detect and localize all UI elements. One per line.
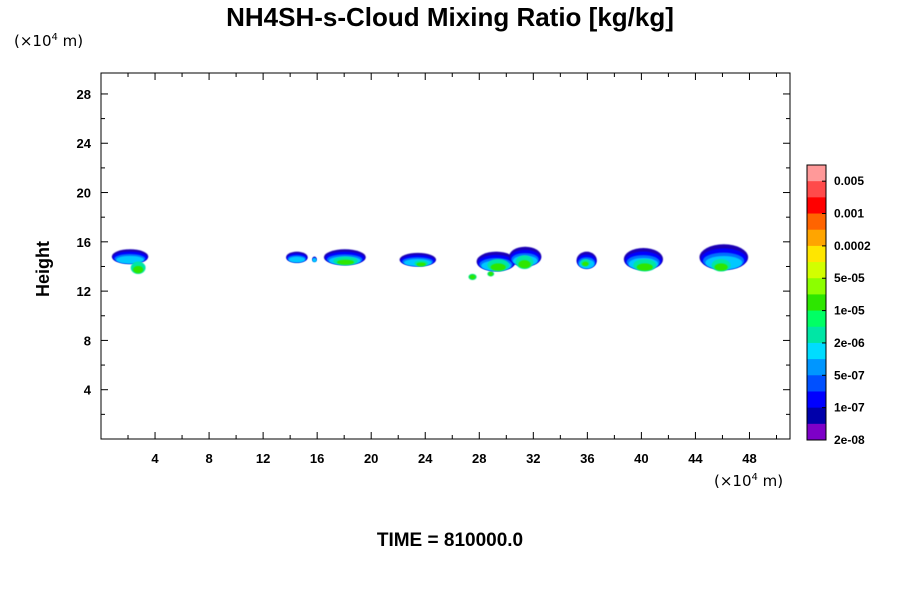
y-tick-label: 12 — [77, 284, 91, 299]
cloud-core-inner — [490, 263, 506, 271]
x-tick-label: 4 — [151, 451, 159, 466]
colorbar-swatch — [807, 359, 826, 376]
colorbar-swatch — [807, 197, 826, 214]
cloud-core-inner — [337, 259, 355, 265]
colorbar-label: 5e-05 — [834, 271, 865, 285]
time-label: TIME = 810000.0 — [376, 530, 524, 551]
x-tick-label: 12 — [256, 451, 270, 466]
colorbar-label: 5e-07 — [834, 368, 865, 382]
colorbar-swatch — [807, 375, 826, 392]
colorbar-label: 0.0002 — [834, 239, 871, 253]
colorbar-swatch — [807, 342, 826, 360]
colorbar-swatch — [807, 165, 826, 182]
colorbar-label: 1e-07 — [834, 401, 865, 415]
cloud-core-inner — [518, 260, 531, 269]
cloud-field — [111, 244, 749, 281]
x-tick-label: 20 — [364, 451, 378, 466]
colorbar-swatch — [807, 391, 826, 409]
colorbar: 0.005 0.001 0.0002 5e-05 1e-05 2e-06 5e-07 1e-0… — [806, 164, 871, 447]
y-tick-label: 8 — [84, 333, 91, 348]
x-tick-label: 44 — [688, 451, 703, 466]
colorbar-swatch — [807, 423, 826, 441]
y-tick-label: 4 — [84, 383, 92, 398]
x-tick-label: 24 — [418, 451, 433, 466]
colorbar-label: 2e-06 — [834, 336, 865, 350]
colorbar-swatch — [807, 407, 826, 425]
colorbar-swatch — [807, 245, 826, 263]
x-tick-label: 36 — [580, 451, 594, 466]
colorbar-frame — [806, 164, 827, 441]
x-tick-label: 48 — [742, 451, 756, 466]
colorbar-label: 1e-05 — [834, 304, 865, 318]
x-tick-label: 28 — [472, 451, 486, 466]
x-tick-label: 32 — [526, 451, 540, 466]
colorbar-swatch — [807, 310, 826, 328]
y-tick-label: 24 — [77, 136, 92, 151]
cloud-core — [469, 274, 476, 279]
x-tick-label: 16 — [310, 451, 324, 466]
cloud-layer-cyan — [288, 256, 306, 263]
x-tick-label: 8 — [205, 451, 212, 466]
x-tick-label: 40 — [634, 451, 648, 466]
colorbar-swatch — [807, 262, 826, 279]
cloud-core-inner — [132, 265, 144, 274]
cloud-core-inner — [636, 263, 653, 271]
cloud-core-inner — [714, 263, 728, 271]
colorbar-swatch — [807, 326, 826, 344]
y-tick-label: 28 — [77, 87, 91, 102]
y-tick-label: 16 — [77, 235, 91, 250]
colorbar-swatch — [807, 278, 826, 295]
x-unit-label: (×104 m) — [714, 472, 784, 490]
colorbar-label: 0.005 — [834, 174, 864, 188]
cloud-core-inner — [582, 261, 589, 267]
chart-title: NH4SH-s-Cloud Mixing Ratio [kg/kg] — [226, 2, 674, 32]
cloud-core — [488, 271, 493, 276]
colorbar-swatch — [807, 181, 826, 198]
y-tick-label: 20 — [77, 186, 91, 201]
colorbar-swatch — [807, 213, 826, 231]
cloud-core-inner — [416, 262, 426, 267]
colorbar-swatch — [807, 294, 826, 311]
colorbar-label: 2e-08 — [834, 433, 865, 447]
y-unit-label: (×104 m) — [14, 32, 84, 50]
colorbar-swatch — [807, 229, 826, 247]
colorbar-label: 0.001 — [834, 207, 864, 221]
cloud-layer-cyan — [312, 258, 317, 263]
plot-frame — [100, 72, 791, 440]
